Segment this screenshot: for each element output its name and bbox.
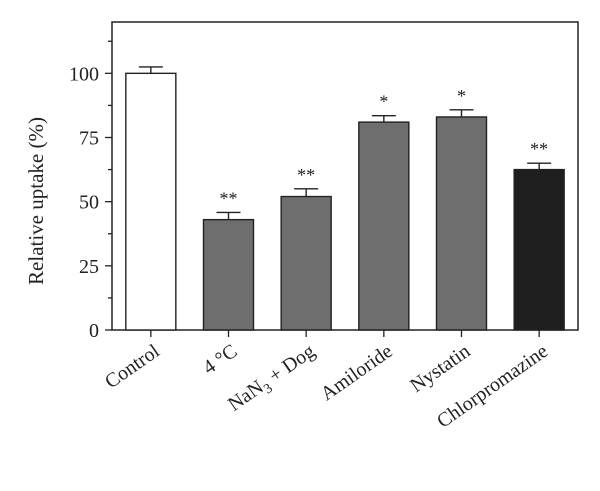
bar-2 (280, 195, 332, 331)
x-tick-label: 4 °C (199, 340, 241, 379)
significance-label: * (379, 92, 388, 112)
plot-frame (111, 21, 579, 331)
y-axis-title: Relative uptake (%) (24, 117, 48, 285)
x-tick-label: NaN3 + Dog (224, 340, 321, 419)
x-tick-label: Control (101, 340, 164, 393)
bar-1 (202, 218, 255, 331)
significance-label: * (457, 86, 466, 106)
bar-3 (358, 121, 410, 331)
significance-label: ** (220, 188, 238, 208)
bar-0 (125, 72, 177, 331)
y-tick-label: 0 (89, 320, 99, 342)
bar-4 (435, 116, 488, 331)
significance-label: ** (530, 139, 548, 159)
y-tick-label: 25 (79, 256, 99, 278)
y-tick-label: 100 (69, 63, 99, 85)
plot-area: 0 25 50 75 100 Control ** 4 °C ** NaN3 + Dog * Amil… (69, 21, 579, 433)
x-tick-label: Nystatin (406, 340, 474, 397)
significance-label: ** (297, 165, 315, 185)
bar-5 (513, 168, 565, 331)
x-tick-label: Amiloride (317, 340, 397, 405)
y-tick-label: 75 (79, 128, 99, 150)
y-tick-label: 50 (79, 192, 99, 214)
